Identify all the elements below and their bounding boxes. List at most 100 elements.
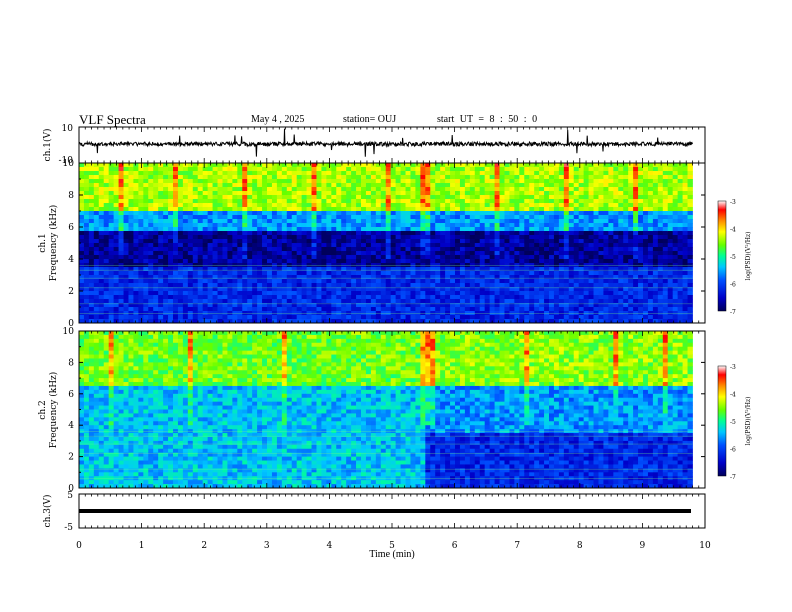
spectrogram-cell	[118, 199, 124, 204]
spectrogram-cell	[687, 195, 693, 200]
spectrogram-cell	[257, 275, 263, 280]
spectrogram-cell	[331, 187, 337, 192]
spectrogram-cell	[638, 307, 644, 312]
spectrogram-cell	[232, 303, 238, 308]
spectrogram-cell	[682, 295, 688, 300]
spectrogram-cell	[667, 227, 674, 232]
spectrogram-cell	[682, 267, 688, 272]
spectrogram-cell	[450, 271, 456, 276]
spectrogram-cell	[237, 239, 243, 244]
spectrogram-cell	[301, 311, 307, 316]
spectrogram-cell	[168, 211, 174, 216]
spectrogram-cell	[370, 215, 377, 220]
spectrogram-cell	[153, 227, 159, 232]
spectrogram-cell	[98, 287, 105, 292]
spectrogram-cell	[534, 223, 540, 228]
spectrogram-cell	[336, 255, 342, 260]
spectrogram-cell	[558, 271, 565, 276]
spectrogram-cell	[212, 291, 218, 296]
spectrogram-cell	[390, 295, 397, 300]
spectrogram-cell	[173, 311, 179, 316]
spectrogram-cell	[563, 211, 570, 216]
spectrogram-cell	[163, 311, 169, 316]
spectrogram-cell	[613, 211, 619, 216]
spectrogram-cell	[341, 299, 347, 304]
spectrogram-cell	[163, 231, 169, 236]
spectrogram-cell	[430, 247, 436, 252]
spectrogram-cell	[168, 215, 174, 220]
spectrogram-cell	[603, 291, 609, 296]
spectrogram-cell	[464, 311, 471, 316]
spectrogram-cell	[123, 263, 129, 268]
spectrogram-cell	[568, 215, 575, 220]
spectrogram-cell	[301, 283, 307, 288]
spectrogram-cell	[578, 211, 585, 216]
spectrogram-cell	[390, 247, 397, 252]
spectrogram-cell	[118, 279, 124, 284]
spectrogram-cell	[276, 259, 283, 264]
spectrogram-cell	[455, 187, 461, 192]
spectrogram-cell	[544, 167, 550, 172]
spectrogram-cell	[672, 311, 679, 316]
spectrogram-cell	[514, 287, 520, 292]
spectrogram-cell	[638, 263, 644, 268]
spectrogram-cell	[365, 231, 372, 236]
spectrogram-cell	[192, 219, 199, 224]
spectrogram-cell	[643, 191, 649, 196]
spectrogram-cell	[544, 283, 550, 288]
spectrogram-cell	[321, 287, 327, 292]
spectrogram-cell	[113, 283, 119, 288]
spectrogram-cell	[311, 211, 317, 216]
spectrogram-cell	[118, 283, 124, 288]
spectrogram-cell	[232, 163, 238, 168]
spectrogram-cell	[257, 203, 263, 208]
spectrogram-cell	[440, 179, 446, 184]
spectrogram-cell	[588, 291, 594, 296]
spectrogram-cell	[321, 263, 327, 268]
spectrogram-cell	[301, 307, 307, 312]
spectrogram-cell	[257, 295, 263, 300]
spectrogram-cell	[499, 259, 505, 264]
spectrogram-cell	[425, 271, 431, 276]
spectrogram-cell	[608, 175, 614, 180]
spectrogram-cell	[618, 231, 624, 236]
spectrogram-cell	[281, 251, 288, 256]
spectrogram-cell	[474, 191, 481, 196]
spectrogram-cell	[375, 271, 382, 276]
spectrogram-cell	[108, 191, 115, 196]
spectrogram-cell	[346, 287, 352, 292]
spectrogram-cell	[544, 259, 550, 264]
spectrogram-cell	[558, 215, 565, 220]
spectrogram-cell	[603, 267, 609, 272]
spectrogram-cell	[351, 271, 357, 276]
spectrogram-cell	[539, 179, 545, 184]
spectrogram-cell	[489, 215, 495, 220]
spectrogram-cell	[400, 223, 406, 228]
spectrogram-cell	[450, 235, 456, 240]
spectrogram-cell	[400, 195, 406, 200]
spectrogram-cell	[524, 179, 530, 184]
spectrogram-cell	[573, 315, 580, 320]
spectrogram-cell	[163, 191, 169, 196]
spectrogram-cell	[128, 167, 134, 172]
spectrogram-cell	[336, 283, 342, 288]
spectrogram-cell	[281, 267, 288, 272]
spectrogram-cell	[534, 179, 540, 184]
spectrogram-cell	[177, 171, 184, 176]
spectrogram-cell	[420, 251, 426, 256]
spectrogram-cell	[316, 315, 322, 320]
spectrogram-cell	[519, 299, 525, 304]
spectrogram-cell	[202, 203, 209, 208]
spectrogram-cell	[262, 211, 268, 216]
spectrogram-cell	[519, 191, 525, 196]
spectrogram-cell	[173, 279, 179, 284]
spectrogram-cell	[687, 203, 693, 208]
spectrogram-cell	[276, 171, 283, 176]
spectrogram-cell	[464, 211, 471, 216]
spectrogram-cell	[163, 263, 169, 268]
spectrogram-cell	[316, 203, 322, 208]
spectrogram-cell	[643, 271, 649, 276]
spectrogram-cell	[440, 243, 446, 248]
spectrogram-cell	[524, 191, 530, 196]
spectrogram-cell	[88, 215, 95, 220]
